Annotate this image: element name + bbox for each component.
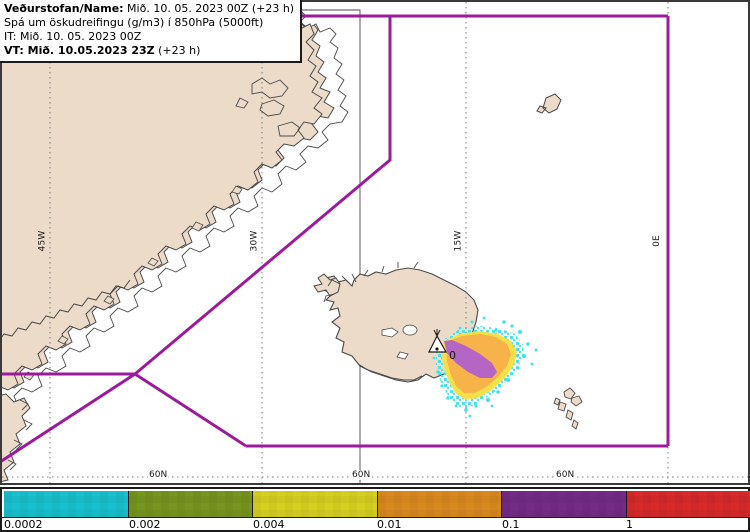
colorbar-segment-1[interactable]	[4, 491, 129, 517]
map-panel[interactable]: 0	[0, 0, 750, 485]
volcano-marker-label: 0	[449, 349, 456, 362]
info-vt-label: VT: Mið. 10.05.2023 23Z	[4, 44, 155, 57]
colorbar-tick-4: 0.1	[502, 518, 520, 531]
info-name-value: Mið. 10. 05. 2023 00Z (+23 h)	[123, 2, 295, 15]
info-line-product: Spá um öskudreifingu (g/m3) í 850hPa (50…	[4, 16, 264, 29]
ash-plume-core	[444, 340, 497, 378]
longitude-label-0e: 0E	[651, 235, 662, 247]
latitude-label-60n-center: 60N	[351, 470, 372, 480]
info-line-valid-time: VT: Mið. 10.05.2023 23Z (+23 h)	[4, 44, 294, 58]
colorbar-segment-5[interactable]	[502, 491, 627, 517]
southwest-coast-strip	[2, 393, 31, 482]
iceland-interior-features	[381, 324, 418, 360]
latitude-label-60n-west: 60N	[148, 470, 169, 480]
info-vt-value: (+23 h)	[154, 44, 201, 57]
greenland-islands	[23, 185, 243, 381]
longitude-label-15w: 15W	[453, 230, 464, 252]
latitude-label-60n-east: 60N	[555, 470, 576, 480]
colorbar-tick-1: 0.002	[129, 518, 161, 531]
iceland-south-coast	[357, 363, 423, 381]
greenland-coastline	[2, 7, 323, 391]
colorbar-tick-5: 1	[626, 518, 633, 531]
colorbar-tick-2: 0.004	[253, 518, 285, 531]
colorbar-segment-6[interactable]	[626, 491, 750, 517]
ash-plume-speckles	[432, 316, 538, 418]
colorbar-segment-4[interactable]	[377, 491, 502, 517]
longitude-label-45w: 45W	[37, 230, 48, 252]
colorbar-tick-0: 0.0002	[4, 518, 43, 531]
iceland-fjord-notches	[323, 261, 419, 303]
iceland-westfjords	[313, 273, 341, 297]
volcano-source-marker[interactable]: 0	[428, 329, 456, 362]
greenland-northeast-inlets	[235, 77, 301, 137]
colorbar-tick-3: 0.01	[377, 518, 402, 531]
colorbar-divider	[2, 517, 748, 518]
colorbar-segment-3[interactable]	[253, 491, 378, 517]
map-canvas[interactable]: 0	[0, 0, 750, 485]
jan-mayen-island	[536, 93, 562, 114]
colorbar-tick-labels: 0.0002 0.002 0.004 0.01 0.1 1	[2, 518, 750, 532]
southwest-coast-notches	[7, 399, 33, 471]
colorbar-panel: 0.0002 0.002 0.004 0.01 0.1 1	[0, 487, 750, 532]
greenland-fjord-detail	[2, 9, 361, 483]
longitude-label-30w: 30W	[249, 230, 260, 252]
greenland-south-coast	[2, 279, 131, 338]
colorbar-gradient[interactable]	[4, 491, 750, 517]
forecast-area-boundary	[2, 14, 670, 463]
faroe-islands	[553, 387, 583, 430]
forecast-info-box: Veðurstofan/Name: Mið. 10. 05. 2023 00Z …	[0, 0, 303, 63]
info-line-issue-time: IT: Mið. 10. 05. 2023 00Z	[4, 30, 142, 43]
colorbar-segment-2[interactable]	[128, 491, 253, 517]
info-line-name: Veðurstofan/Name: Mið. 10. 05. 2023 00Z …	[4, 2, 294, 16]
info-name-label: Veðurstofan/Name:	[4, 2, 124, 15]
